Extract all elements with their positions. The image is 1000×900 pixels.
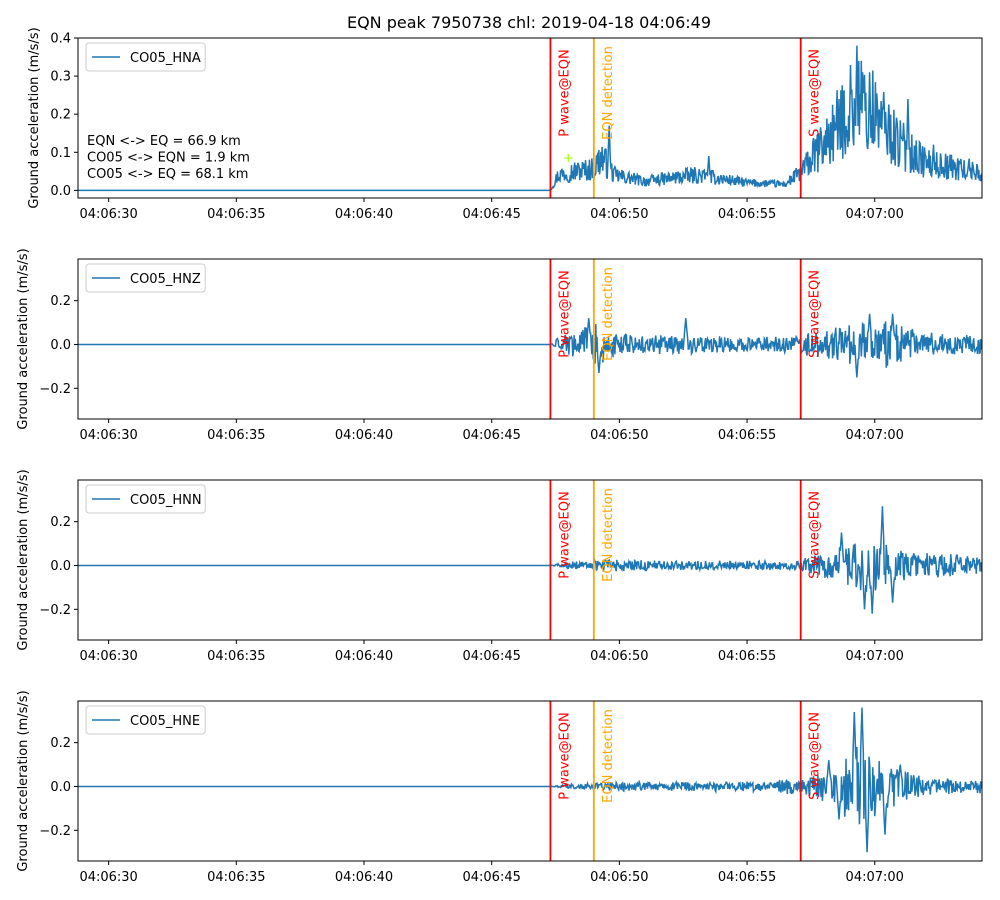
y-tick-label: −0.2: [39, 382, 71, 397]
annotation-label-p-wave-eqn: P wave@EQN: [557, 712, 572, 799]
y-tick-label: 0.2: [50, 736, 71, 751]
y-tick-label: 0.2: [50, 294, 71, 309]
x-tick-label: 04:06:40: [335, 649, 393, 664]
legend-box: [85, 705, 206, 735]
y-tick-label: 0.3: [50, 70, 71, 85]
x-tick-label: 04:06:50: [590, 649, 648, 664]
legend: CO05_HNN: [85, 484, 206, 514]
panel-co05-hne: P wave@EQN EQN detection S wave@EQN −0.2 0.0…: [16, 690, 983, 885]
info-text-line: CO05 <-> EQN = 1.9 km: [87, 151, 250, 166]
legend: CO05_HNZ: [85, 263, 206, 293]
info-text-line: CO05 <-> EQ = 68.1 km: [87, 167, 248, 182]
panel-co05-hna: P wave@EQN EQN detection S wave@EQN 0.0 0.1 0…: [27, 27, 983, 222]
legend-label: CO05_HNE: [130, 714, 200, 729]
legend-box: [85, 42, 206, 72]
legend-label: CO05_HNZ: [130, 272, 201, 287]
legend-label: CO05_HNN: [130, 493, 202, 508]
figure-title: EQN peak 7950738 chl: 2019-04-18 04:06:4…: [347, 13, 711, 32]
annotation-label-s-wave-eqn: S wave@EQN: [808, 270, 823, 358]
x-tick-label: 04:06:30: [79, 428, 137, 443]
annotation-label-eqn-detection: EQN detection: [601, 267, 616, 361]
y-tick-label: 0.1: [50, 146, 71, 161]
axes-frame: [77, 700, 983, 862]
y-tick-label: −0.2: [39, 824, 71, 839]
legend-label: CO05_HNA: [130, 51, 201, 66]
axes-frame: [77, 37, 983, 199]
y-tick-label: 0.2: [50, 515, 71, 530]
x-tick-label: 04:06:40: [335, 870, 393, 885]
x-tick-label: 04:06:50: [590, 207, 648, 222]
legend-box: [85, 263, 206, 293]
axes-frame: [77, 479, 983, 641]
x-tick-label: 04:06:55: [718, 870, 776, 885]
x-tick-label: 04:06:55: [718, 428, 776, 443]
x-tick-label: 04:07:00: [846, 207, 904, 222]
legend: CO05_HNA: [85, 42, 206, 72]
x-tick-label: 04:06:55: [718, 207, 776, 222]
x-tick-label: 04:06:50: [590, 870, 648, 885]
annotation-label-s-wave-eqn: S wave@EQN: [808, 712, 823, 800]
waveform-co05-hnn: [78, 506, 982, 614]
x-tick-label: 04:06:35: [207, 207, 265, 222]
annotation-label-s-wave-eqn: S wave@EQN: [808, 49, 823, 137]
y-tick-label: −0.2: [39, 603, 71, 618]
x-tick-label: 04:06:35: [207, 428, 265, 443]
waveform-co05-hne: [78, 707, 982, 853]
y-tick-label: 0.0: [50, 184, 71, 199]
pick-marker: [564, 154, 573, 162]
annotation-label-s-wave-eqn: S wave@EQN: [808, 491, 823, 579]
x-tick-label: 04:06:55: [718, 649, 776, 664]
x-tick-label: 04:06:45: [462, 649, 520, 664]
annotation-label-eqn-detection: EQN detection: [601, 46, 616, 140]
y-tick-label: 0.0: [50, 338, 71, 353]
x-tick-label: 04:06:30: [79, 649, 137, 664]
annotation-label-p-wave-eqn: P wave@EQN: [557, 491, 572, 578]
axes-frame: [77, 258, 983, 420]
x-tick-label: 04:06:35: [207, 870, 265, 885]
x-tick-label: 04:06:30: [79, 870, 137, 885]
legend-box: [85, 484, 206, 514]
x-tick-label: 04:06:40: [335, 428, 393, 443]
annotation-label-p-wave-eqn: P wave@EQN: [557, 270, 572, 357]
x-tick-label: 04:06:50: [590, 428, 648, 443]
info-text-line: EQN <-> EQ = 66.9 km: [87, 134, 241, 149]
panels: P wave@EQN EQN detection S wave@EQN 0.0 0.1 0…: [16, 27, 983, 885]
x-tick-label: 04:06:40: [335, 207, 393, 222]
x-tick-label: 04:07:00: [846, 428, 904, 443]
annotation-label-eqn-detection: EQN detection: [601, 488, 616, 582]
legend: CO05_HNE: [85, 705, 206, 735]
x-tick-label: 04:07:00: [846, 649, 904, 664]
y-axis-label: Ground acceleration (m/s/s): [16, 690, 31, 871]
y-axis-label: Ground acceleration (m/s/s): [16, 248, 31, 429]
x-tick-label: 04:06:45: [462, 870, 520, 885]
panel-co05-hnz: P wave@EQN EQN detection S wave@EQN −0.2 0.0…: [16, 248, 983, 443]
panel-co05-hnn: P wave@EQN EQN detection S wave@EQN −0.2 0.0…: [16, 469, 983, 664]
y-tick-label: 0.2: [50, 108, 71, 123]
y-tick-label: 0.0: [50, 559, 71, 574]
waveform-co05-hnz: [78, 313, 982, 378]
y-axis-label: Ground acceleration (m/s/s): [27, 27, 42, 208]
x-tick-label: 04:06:35: [207, 649, 265, 664]
y-tick-label: 0.4: [50, 32, 71, 47]
annotation-label-p-wave-eqn: P wave@EQN: [557, 49, 572, 136]
annotation-label-eqn-detection: EQN detection: [601, 709, 616, 803]
y-tick-label: 0.0: [50, 780, 71, 795]
x-tick-label: 04:06:30: [79, 207, 137, 222]
x-tick-label: 04:06:45: [462, 207, 520, 222]
x-tick-label: 04:06:45: [462, 428, 520, 443]
y-axis-label: Ground acceleration (m/s/s): [16, 469, 31, 650]
waveform-co05-hna: [78, 45, 982, 192]
x-tick-label: 04:07:00: [846, 870, 904, 885]
